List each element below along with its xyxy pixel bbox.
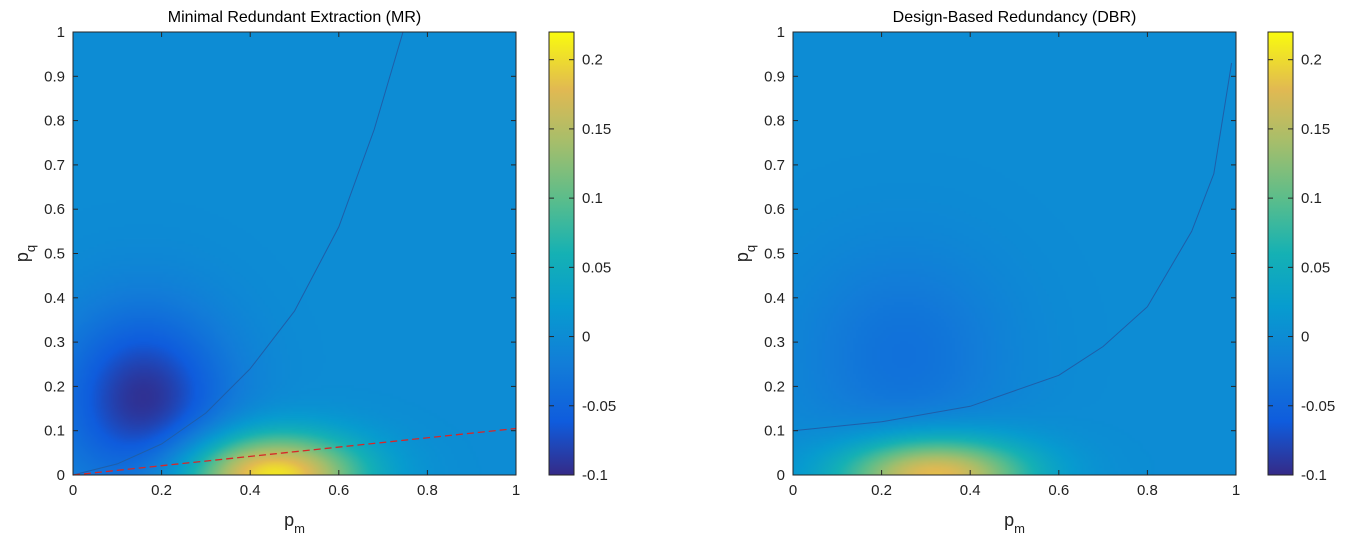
colorbar-tick-label: 0.1	[582, 190, 603, 207]
colorbar-tick-label: 0.15	[582, 121, 611, 138]
x-tick-label: 0	[789, 482, 797, 499]
y-tick-label: 0.7	[764, 157, 785, 174]
y-axis-label: pq	[12, 245, 38, 262]
y-tick-label: 0.8	[44, 113, 65, 130]
x-tick-label: 0.6	[1048, 482, 1069, 499]
y-tick-label: 0.1	[44, 423, 65, 440]
chart-2: 0 0.2 0.4 0.6 0.8 1 0 0.1 0.2 0.3 0.4 0.5 0.6 0.7 0.8 0…	[732, 9, 1335, 536]
chart-title: Minimal Redundant Extraction (MR)	[168, 9, 421, 26]
y-tick-label: 0.6	[44, 201, 65, 218]
x-tick-label: 1	[512, 482, 520, 499]
dashed-reference-line	[72, 427, 517, 476]
colorbar-tick-label: -0.05	[1301, 398, 1335, 415]
colorbar-tick-label: 0.1	[1301, 190, 1322, 207]
y-tick-label: 0.4	[764, 290, 785, 307]
y-tick-label: 0.2	[764, 378, 785, 395]
heatmap-field	[73, 32, 516, 475]
x-tick-label: 0.8	[1137, 482, 1158, 499]
x-tick-label: 0.2	[151, 482, 172, 499]
colorbar-tick-label: 0.05	[1301, 259, 1330, 276]
zero-contour-line	[792, 62, 1233, 432]
x-tick-label: 0.6	[328, 482, 349, 499]
x-axis-label: pm	[284, 510, 305, 536]
colorbar-tick-label: 0.05	[582, 259, 611, 276]
y-tick-label: 0.5	[44, 246, 65, 263]
colorbar-tick-label: 0	[582, 329, 590, 346]
colorbar	[1267, 31, 1294, 476]
y-tick-label: 1	[57, 24, 65, 41]
colorbar-tick-label: 0.2	[1301, 52, 1322, 69]
x-tick-label: 0.8	[417, 482, 438, 499]
y-tick-label: 0.2	[44, 378, 65, 395]
colorbar-tick-label: 0.15	[1301, 121, 1330, 138]
colorbar-tick-label: 0.2	[582, 52, 603, 69]
x-tick-label: 0.4	[240, 482, 261, 499]
y-tick-label: 0.4	[44, 290, 65, 307]
y-tick-label: 0	[57, 467, 65, 484]
y-tick-label: 0.3	[764, 334, 785, 351]
y-tick-label: 0.1	[764, 423, 785, 440]
y-tick-label: 0.3	[44, 334, 65, 351]
colorbar-tick-label: -0.1	[582, 467, 608, 484]
chart-title: Design-Based Redundancy (DBR)	[893, 9, 1137, 26]
x-axis-label: pm	[1004, 510, 1025, 536]
x-tick-label: 0.4	[960, 482, 981, 499]
y-tick-label: 0.9	[764, 68, 785, 85]
y-tick-label: 0.5	[764, 246, 785, 263]
y-tick-label: 1	[777, 24, 785, 41]
chart-1: 0 0.2 0.4 0.6 0.8 1 0 0.1 0.2 0.3 0.4 0.5 0.6 0.7 0.8 0…	[12, 9, 616, 536]
x-tick-label: 0.2	[871, 482, 892, 499]
colorbar-tick-label: -0.1	[1301, 467, 1327, 484]
x-tick-label: 0	[69, 482, 77, 499]
y-tick-label: 0.9	[44, 68, 65, 85]
y-axis-label: pq	[732, 245, 758, 262]
y-tick-label: 0.8	[764, 113, 785, 130]
colorbar-tick-label: -0.05	[582, 398, 616, 415]
y-tick-label: 0.6	[764, 201, 785, 218]
y-tick-label: 0.7	[44, 157, 65, 174]
colorbar-tick-label: 0	[1301, 329, 1309, 346]
zero-contour-line	[72, 31, 404, 476]
x-tick-label: 1	[1232, 482, 1240, 499]
heatmap-field	[793, 32, 1236, 475]
y-tick-label: 0	[777, 467, 785, 484]
colorbar	[548, 31, 575, 476]
